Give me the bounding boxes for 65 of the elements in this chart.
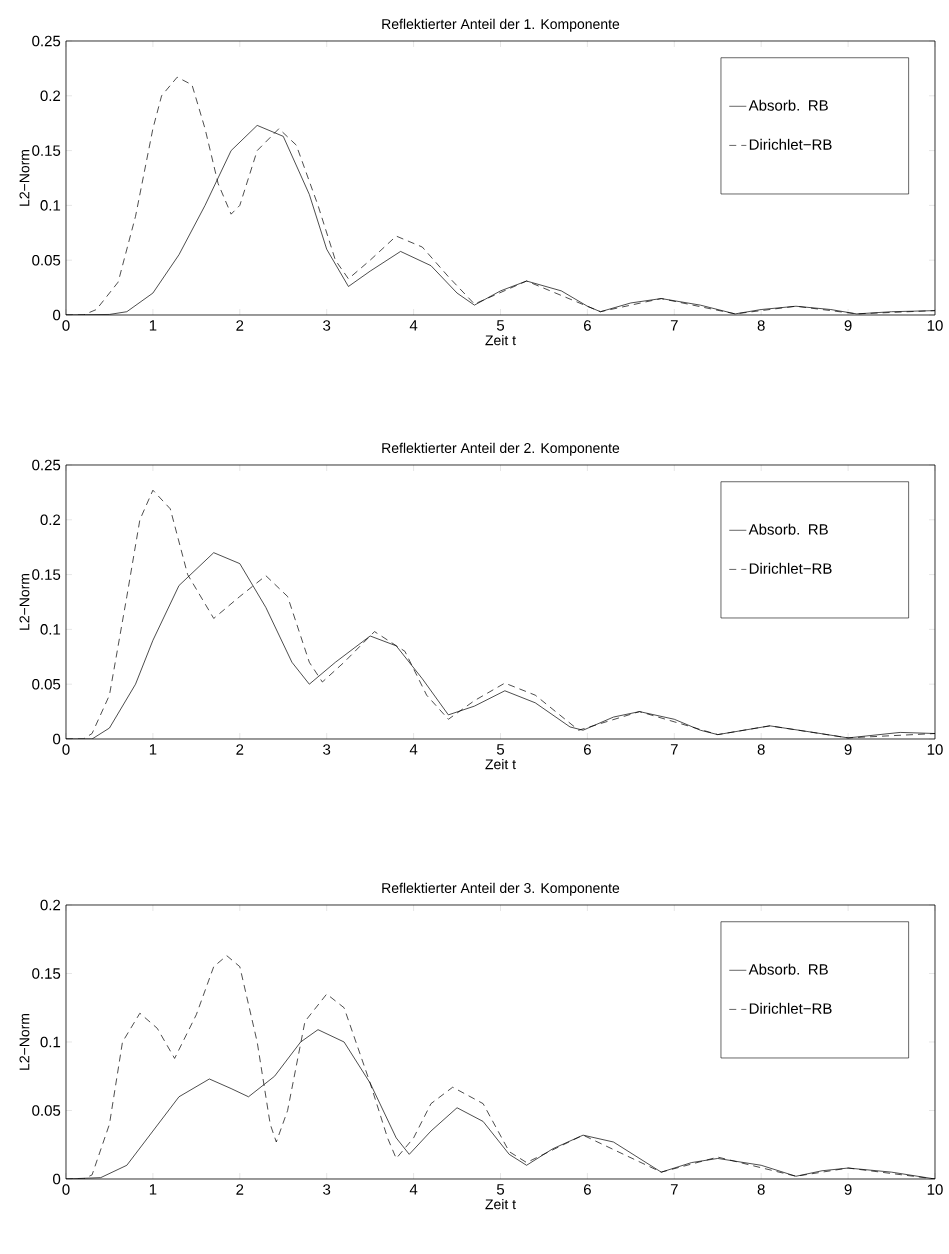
x-tick-label: 0: [62, 744, 70, 755]
y-tick-label: 0.05: [32, 1105, 61, 1116]
x-tick-label: 8: [757, 1184, 765, 1195]
x-tick-label: 6: [584, 320, 591, 331]
y-tick-label: 0.1: [40, 624, 61, 635]
chart-title: Reflektierter Anteil der 2. Komponente: [382, 442, 620, 456]
legend-label: Dirichlet−RB: [749, 138, 832, 150]
x-axis-title: Zeit t: [485, 759, 516, 770]
x-tick-label: 3: [323, 1184, 331, 1195]
x-tick-label: 4: [409, 320, 418, 331]
y-tick-label: 0.1: [40, 1036, 61, 1048]
x-tick-label: 1: [149, 1184, 157, 1195]
chart-title: Reflektierter Anteil der 1. Komponente: [382, 18, 620, 32]
y-tick-label: 0.2: [40, 514, 61, 526]
x-tick-label: 3: [323, 320, 331, 331]
y-tick-label: 0.2: [40, 899, 61, 911]
y-axis-title: L2−Norm: [19, 149, 30, 206]
y-tick-label: 0.15: [32, 569, 61, 580]
y-axis-title: L2−Norm: [19, 573, 30, 630]
y-tick-label: 0.25: [32, 35, 61, 47]
x-tick-label: 10: [927, 320, 943, 331]
x-tick-label: 9: [844, 320, 852, 331]
chart-title: Reflektierter Anteil der 3. Komponente: [382, 882, 620, 896]
y-tick-label: 0: [53, 309, 61, 321]
x-tick-label: 10: [927, 1184, 943, 1195]
y-tick-label: 0: [53, 1173, 61, 1185]
x-tick-label: 6: [584, 744, 591, 755]
x-tick-label: 7: [670, 320, 678, 331]
x-tick-label: 2: [236, 744, 244, 755]
x-tick-label: 3: [323, 744, 331, 755]
x-tick-label: 7: [670, 744, 678, 755]
y-tick-label: 0.15: [32, 145, 61, 156]
legend-label: Absorb. RB: [748, 963, 828, 975]
x-tick-label: 4: [409, 744, 418, 755]
x-tick-label: 9: [844, 744, 852, 755]
x-tick-label: 0: [62, 320, 70, 331]
x-tick-label: 5: [496, 1184, 505, 1195]
y-tick-label: 0.25: [32, 459, 61, 471]
x-tick-label: 10: [927, 744, 943, 755]
legend-label: Dirichlet−RB: [749, 1002, 832, 1014]
x-tick-label: 5: [496, 744, 505, 755]
y-tick-label: 0.2: [40, 90, 61, 102]
legend-label: Dirichlet−RB: [749, 562, 832, 574]
y-axis-title: L2−Norm: [19, 1013, 30, 1070]
x-axis-title: Zeit t: [485, 1199, 516, 1210]
x-tick-label: 9: [844, 1184, 852, 1195]
y-tick-label: 0.05: [32, 678, 61, 690]
x-tick-label: 8: [757, 320, 765, 331]
x-tick-label: 8: [757, 744, 765, 755]
y-tick-label: 0.15: [32, 968, 61, 979]
x-tick-label: 5: [496, 320, 505, 331]
legend-label: Absorb. RB: [748, 99, 828, 111]
legend-label: Absorb. RB: [748, 523, 828, 535]
x-tick-label: 6: [584, 1184, 591, 1195]
y-tick-label: 0: [53, 733, 61, 745]
y-tick-label: 0.05: [32, 254, 61, 266]
y-tick-label: 0.1: [40, 200, 61, 211]
x-tick-label: 1: [149, 320, 157, 331]
x-tick-label: 4: [409, 1184, 418, 1195]
x-tick-label: 2: [236, 320, 244, 331]
x-tick-label: 7: [670, 1184, 678, 1195]
x-axis-title: Zeit t: [485, 335, 516, 346]
x-tick-label: 1: [149, 744, 157, 755]
x-tick-label: 0: [62, 1184, 70, 1195]
x-tick-label: 2: [236, 1184, 244, 1195]
